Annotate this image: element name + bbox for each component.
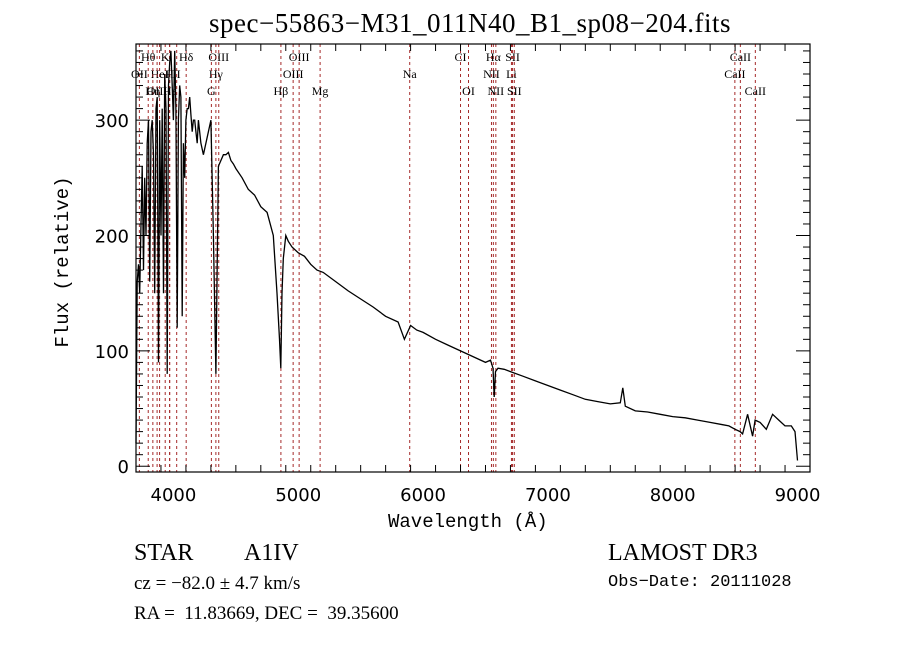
line-marker-label: NII <box>488 84 505 98</box>
line-marker-label: CaII <box>730 50 751 64</box>
survey-name: LAMOST DR3 <box>608 540 758 566</box>
y-tick-label: 0 <box>118 457 129 478</box>
line-marker-label: OIII <box>147 84 168 98</box>
observation-date: Obs−Date: 20111028 <box>608 573 792 592</box>
line-marker-label: K <box>161 50 170 64</box>
line-marker-label: CI <box>455 50 467 64</box>
object-type: STAR <box>134 540 194 566</box>
line-marker-label: Hβ <box>274 84 289 98</box>
x-tick-label: 4000 <box>151 485 197 506</box>
spectrum-line <box>135 50 799 461</box>
line-marker-label: SII <box>505 50 520 64</box>
line-marker-label: Hα <box>486 50 502 64</box>
coordinates: RA = 11.83669, DEC = 39.35600 <box>134 603 399 624</box>
spectral-class: A1IV <box>244 540 299 566</box>
line-marker-label: CaII <box>745 84 766 98</box>
line-marker-label: NII <box>483 67 500 81</box>
y-axis-label: Flux (relative) <box>52 176 74 348</box>
x-tick-label: 5000 <box>275 485 321 506</box>
line-marker-label: Hδ <box>179 50 194 64</box>
y-tick-label: 100 <box>95 342 129 363</box>
x-axis-label: Wavelength (Å) <box>388 511 548 533</box>
line-marker-label: OIII <box>208 50 229 64</box>
plot-frame <box>135 43 811 473</box>
line-marker-label: Hθ <box>141 50 156 64</box>
line-marker-label: Mg <box>312 84 329 98</box>
line-marker-label: Li <box>506 67 517 81</box>
x-tick-label: 8000 <box>650 485 696 506</box>
line-marker-label: II <box>173 67 181 81</box>
x-tick-label: 7000 <box>525 485 571 506</box>
line-marker-label: CaII <box>724 67 745 81</box>
line-marker-label: SII <box>507 84 522 98</box>
x-tick-label: 6000 <box>400 485 446 506</box>
redshift-velocity: cz = −82.0 ± 4.7 km/s <box>134 573 301 594</box>
chart-title: spec−55863−M31_011N40_B1_sp08−204.fits <box>209 8 731 38</box>
line-marker-label: OIII <box>289 50 310 64</box>
line-marker-label: OI <box>462 84 475 98</box>
line-marker-label: Hη <box>145 84 160 98</box>
line-marker-label: OIII <box>283 67 304 81</box>
x-tick-label: 9000 <box>775 485 821 506</box>
y-tick-label: 200 <box>95 227 129 248</box>
y-tick-label: 300 <box>95 111 129 132</box>
line-marker-label: Na <box>403 67 418 81</box>
line-marker-label: Hγ <box>209 67 224 81</box>
line-marker-label: G <box>207 84 216 98</box>
